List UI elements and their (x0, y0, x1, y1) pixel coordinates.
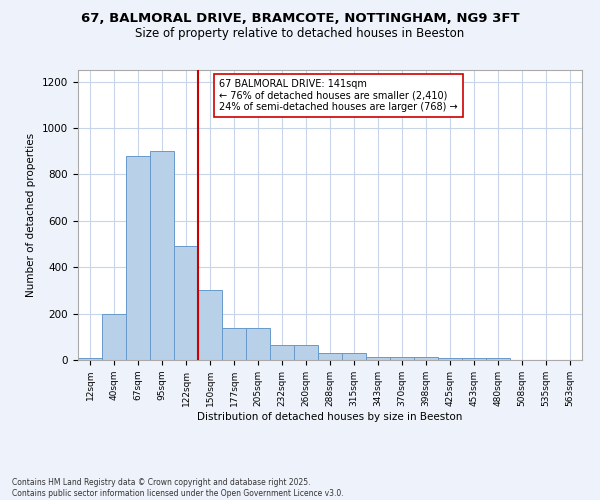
Bar (102, 314, 126, 360)
Bar (438, 358, 462, 360)
Text: Size of property relative to detached houses in Beeston: Size of property relative to detached ho… (136, 28, 464, 40)
Y-axis label: Number of detached properties: Number of detached properties (26, 133, 37, 297)
Text: Contains HM Land Registry data © Crown copyright and database right 2025.
Contai: Contains HM Land Registry data © Crown c… (12, 478, 344, 498)
Bar (246, 328, 270, 360)
Bar (198, 290, 222, 360)
Bar (462, 358, 486, 360)
Bar (270, 345, 294, 360)
Bar (150, 151, 174, 360)
Text: 67, BALMORAL DRIVE, BRAMCOTE, NOTTINGHAM, NG9 3FT: 67, BALMORAL DRIVE, BRAMCOTE, NOTTINGHAM… (80, 12, 520, 26)
Bar (366, 356, 390, 360)
Bar (294, 345, 318, 360)
Bar (342, 353, 366, 360)
Bar (126, 156, 150, 360)
Bar (318, 353, 342, 360)
X-axis label: Distribution of detached houses by size in Beeston: Distribution of detached houses by size … (197, 412, 463, 422)
Bar (174, 246, 198, 360)
Bar (78, 358, 102, 360)
Text: 67 BALMORAL DRIVE: 141sqm
← 76% of detached houses are smaller (2,410)
24% of se: 67 BALMORAL DRIVE: 141sqm ← 76% of detac… (219, 78, 458, 112)
Bar (486, 358, 510, 360)
Bar (390, 356, 414, 360)
Bar (414, 356, 438, 360)
Bar (222, 328, 246, 360)
